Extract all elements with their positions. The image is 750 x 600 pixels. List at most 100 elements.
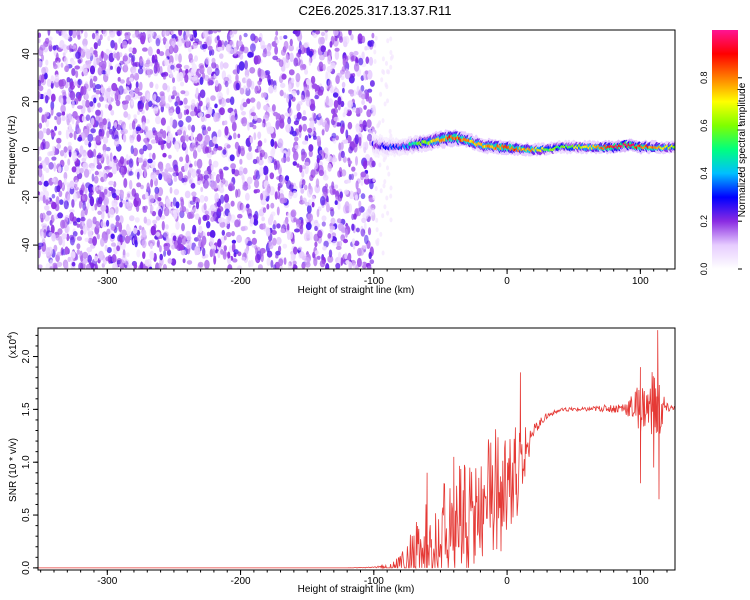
spectrogram-noise-cell bbox=[287, 116, 292, 125]
spectrogram-noise-cell bbox=[331, 240, 338, 246]
spectrogram-noise-cell bbox=[154, 61, 160, 68]
spectrogram-noise-cell bbox=[123, 178, 128, 188]
spectrogram-noise-cell bbox=[87, 254, 92, 263]
spectrogram-noise-cell bbox=[72, 30, 77, 39]
spectrogram-noise-cell bbox=[181, 223, 185, 232]
spectrogram-noise-cell bbox=[223, 245, 227, 252]
spectrogram-noise-cell bbox=[82, 44, 88, 52]
spectrogram-noise-cell bbox=[247, 184, 251, 190]
spectrogram-noise-cell bbox=[314, 184, 321, 194]
spectrogram-noise-cell bbox=[283, 35, 288, 40]
spectrogram-noise-cell bbox=[70, 60, 76, 66]
spectrogram-noise-cell bbox=[369, 80, 375, 87]
spectrogram-noise-cell bbox=[390, 54, 394, 60]
spectrogram-noise-cell bbox=[79, 65, 83, 72]
spectrogram-noise-cell bbox=[267, 157, 272, 164]
spectrogram-noise-cell bbox=[235, 73, 239, 83]
spectrogram-noise-cell bbox=[93, 59, 97, 69]
spectrogram-noise-cell bbox=[325, 95, 329, 106]
spectrogram-noise-cell bbox=[313, 135, 317, 140]
spectrogram-noise-cell bbox=[341, 169, 347, 177]
spectrogram-noise-cell bbox=[227, 251, 231, 259]
spectrogram-noise-cell bbox=[81, 220, 85, 227]
spectrogram-noise-cell bbox=[188, 33, 193, 39]
spectrogram-noise-cell bbox=[72, 221, 78, 226]
spectrogram-noise-cell bbox=[329, 41, 333, 48]
spectrogram-noise-cell bbox=[360, 180, 364, 186]
spectrogram-noise-cell bbox=[259, 149, 265, 158]
spectrogram-noise-cell bbox=[80, 229, 84, 236]
spectrogram-noise-cell bbox=[161, 220, 165, 231]
spectrogram-noise-cell bbox=[366, 45, 370, 51]
spectrogram-noise-cell bbox=[386, 98, 389, 104]
spectrogram-noise-cell bbox=[159, 245, 162, 253]
spectrogram-noise-cell bbox=[113, 138, 120, 147]
spectrogram-noise-cell bbox=[78, 262, 84, 269]
spectrogram-noise-cell bbox=[176, 129, 183, 136]
spectrogram-noise-cell bbox=[291, 90, 297, 97]
spectrogram-noise-cell bbox=[115, 220, 120, 228]
spectrogram-noise-cell bbox=[115, 189, 120, 195]
spectrogram-noise-cell bbox=[126, 226, 132, 236]
spectrogram-noise-cell bbox=[344, 252, 348, 260]
spectrogram-noise-cell bbox=[272, 237, 277, 246]
spectrogram-noise-cell bbox=[119, 156, 125, 165]
spectrogram-noise-cell bbox=[168, 154, 172, 159]
spectrogram-noise-cell bbox=[180, 249, 186, 256]
spectrogram-noise-cell bbox=[38, 130, 44, 140]
spectrogram-noise-cell bbox=[184, 163, 188, 172]
spectrogram-noise-cell bbox=[362, 120, 367, 129]
spectrogram-noise-cell bbox=[82, 162, 89, 171]
spectrogram-noise-cell bbox=[340, 234, 346, 242]
spectrogram-noise-cell bbox=[381, 250, 385, 256]
spectrogram-noise-cell bbox=[165, 103, 170, 109]
spectrogram-noise-cell bbox=[155, 231, 160, 237]
spectrogram-noise-cell bbox=[214, 143, 219, 149]
spectrogram-noise-cell bbox=[84, 186, 88, 194]
spectrogram-noise-cell bbox=[210, 180, 217, 190]
spectrogram-noise-cell bbox=[189, 143, 194, 152]
spectrogram-noise-cell bbox=[222, 149, 227, 155]
spectrogram-noise-cell bbox=[322, 63, 326, 71]
spectrogram-noise-cell bbox=[78, 200, 83, 209]
spectrogram-noise-cell bbox=[204, 259, 210, 269]
spectrogram-noise-cell bbox=[353, 50, 359, 56]
spectrogram-noise-cell bbox=[51, 178, 56, 183]
spectrogram-noise-cell bbox=[72, 231, 78, 237]
spectrogram-noise-cell bbox=[172, 77, 175, 84]
spectrogram-noise-cell bbox=[331, 181, 335, 190]
spectrogram-noise-cell bbox=[283, 40, 289, 50]
spectrogram-noise-cell bbox=[353, 213, 357, 220]
spectrogram-noise-cell bbox=[246, 98, 251, 104]
spectrogram-noise-cell bbox=[383, 179, 387, 185]
spectrogram-noise-cell bbox=[363, 105, 367, 110]
spectrogram-noise-cell bbox=[196, 168, 201, 174]
spectrogram-noise-cell bbox=[191, 124, 196, 133]
spectrogram-noise-cell bbox=[38, 38, 41, 44]
spectrogram-noise-cell bbox=[141, 229, 147, 238]
spectrogram-noise-cell bbox=[123, 124, 126, 132]
spectrogram-noise-cell bbox=[306, 46, 311, 56]
spectrogram-noise-cell bbox=[268, 126, 275, 134]
spectrogram-noise-cell bbox=[295, 72, 301, 83]
spectrogram-noise-cell bbox=[253, 218, 259, 226]
spectrogram-noise-cell bbox=[225, 98, 231, 103]
spectrogram-noise-cell bbox=[294, 30, 301, 37]
spectrogram-noise-cell bbox=[110, 39, 115, 49]
spectrogram-noise-cell bbox=[139, 81, 143, 91]
spectrogram-noise-cell bbox=[152, 152, 156, 160]
spectrogram-noise-cell bbox=[180, 198, 185, 208]
spectrogram-noise-cell bbox=[233, 249, 239, 255]
spectrogram-noise-cell bbox=[93, 148, 97, 158]
spectrogram-noise-cell bbox=[60, 104, 66, 114]
snr-frame bbox=[37, 327, 676, 571]
spectrogram-noise-cell bbox=[158, 173, 163, 181]
spectrogram-noise-cell bbox=[191, 76, 198, 81]
spectrogram-noise-cell bbox=[40, 231, 45, 239]
spectrogram-noise-cell bbox=[369, 259, 375, 265]
spectrogram-noise-cell bbox=[355, 126, 362, 133]
spectrogram-noise-cell bbox=[354, 194, 358, 201]
spectrogram-noise-cell bbox=[91, 32, 96, 40]
spectrogram-noise-cell bbox=[194, 55, 198, 62]
spectrogram-noise-cell bbox=[286, 180, 292, 189]
